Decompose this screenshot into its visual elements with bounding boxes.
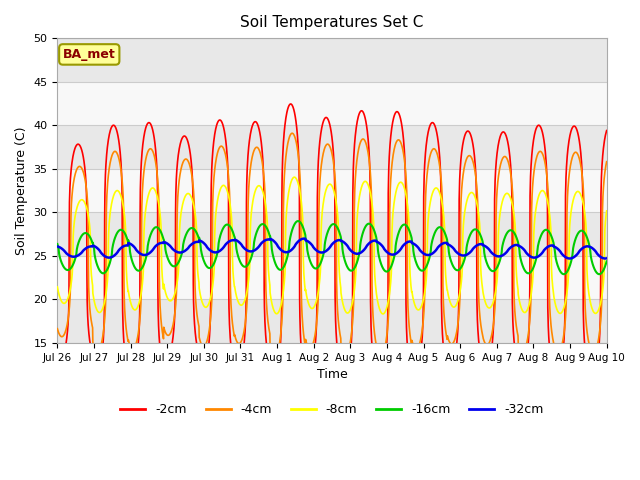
Title: Soil Temperatures Set C: Soil Temperatures Set C: [241, 15, 424, 30]
Text: BA_met: BA_met: [63, 48, 116, 61]
Bar: [58, 212, 607, 256]
Y-axis label: Soil Temperature (C): Soil Temperature (C): [15, 126, 28, 255]
Bar: [58, 38, 607, 82]
Bar: [58, 300, 607, 343]
X-axis label: Time: Time: [317, 368, 348, 381]
Bar: [58, 125, 607, 169]
Bar: [58, 82, 607, 125]
Bar: [58, 169, 607, 212]
Legend: -2cm, -4cm, -8cm, -16cm, -32cm: -2cm, -4cm, -8cm, -16cm, -32cm: [115, 398, 548, 421]
Bar: [58, 256, 607, 300]
